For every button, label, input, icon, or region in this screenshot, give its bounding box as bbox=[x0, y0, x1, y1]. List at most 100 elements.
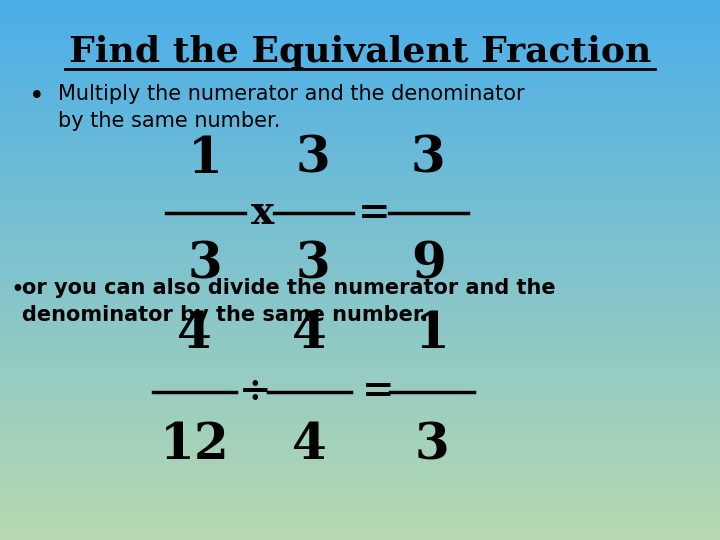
Bar bbox=[0, 364, 720, 367]
Bar bbox=[0, 432, 720, 435]
Text: Find the Equivalent Fraction: Find the Equivalent Fraction bbox=[69, 35, 651, 69]
Bar bbox=[0, 467, 720, 470]
Bar bbox=[0, 27, 720, 30]
Bar bbox=[0, 400, 720, 402]
Text: 9: 9 bbox=[411, 240, 446, 289]
Bar bbox=[0, 189, 720, 192]
Bar bbox=[0, 108, 720, 111]
Bar bbox=[0, 197, 720, 200]
Bar bbox=[0, 35, 720, 38]
Text: •: • bbox=[29, 84, 45, 110]
Bar bbox=[0, 70, 720, 73]
Bar bbox=[0, 451, 720, 454]
Bar bbox=[0, 470, 720, 472]
Bar bbox=[0, 338, 720, 340]
Bar bbox=[0, 494, 720, 497]
Bar bbox=[0, 521, 720, 524]
Bar bbox=[0, 94, 720, 97]
Text: by the same number.: by the same number. bbox=[58, 111, 280, 131]
Bar bbox=[0, 367, 720, 370]
Bar bbox=[0, 513, 720, 516]
Bar bbox=[0, 57, 720, 59]
Bar bbox=[0, 329, 720, 332]
Bar bbox=[0, 81, 720, 84]
Bar bbox=[0, 148, 720, 151]
Bar bbox=[0, 103, 720, 105]
Bar bbox=[0, 335, 720, 338]
Bar bbox=[0, 289, 720, 292]
Bar bbox=[0, 486, 720, 489]
Bar bbox=[0, 324, 720, 327]
Bar bbox=[0, 489, 720, 491]
Bar bbox=[0, 262, 720, 265]
Bar bbox=[0, 30, 720, 32]
Bar bbox=[0, 76, 720, 78]
Bar bbox=[0, 165, 720, 167]
Text: 3: 3 bbox=[296, 134, 330, 184]
Bar bbox=[0, 146, 720, 148]
Bar bbox=[0, 105, 720, 108]
Text: 3: 3 bbox=[188, 240, 222, 289]
Bar bbox=[0, 310, 720, 313]
Bar bbox=[0, 248, 720, 251]
Bar bbox=[0, 246, 720, 248]
Bar bbox=[0, 0, 720, 3]
Bar bbox=[0, 373, 720, 375]
Bar bbox=[0, 537, 720, 540]
Bar bbox=[0, 510, 720, 513]
Bar bbox=[0, 446, 720, 448]
Bar bbox=[0, 119, 720, 122]
Bar bbox=[0, 351, 720, 354]
Bar bbox=[0, 24, 720, 27]
Bar bbox=[0, 475, 720, 478]
Bar bbox=[0, 397, 720, 400]
Bar bbox=[0, 232, 720, 235]
Bar bbox=[0, 302, 720, 305]
Bar bbox=[0, 505, 720, 508]
Bar bbox=[0, 235, 720, 238]
Bar bbox=[0, 402, 720, 405]
Bar bbox=[0, 208, 720, 211]
Bar bbox=[0, 378, 720, 381]
Bar bbox=[0, 497, 720, 500]
Bar bbox=[0, 16, 720, 19]
Bar bbox=[0, 456, 720, 459]
Bar bbox=[0, 230, 720, 232]
Bar bbox=[0, 224, 720, 227]
Bar bbox=[0, 416, 720, 418]
Bar bbox=[0, 421, 720, 424]
Bar bbox=[0, 192, 720, 194]
Bar bbox=[0, 40, 720, 43]
Bar bbox=[0, 213, 720, 216]
Bar bbox=[0, 170, 720, 173]
Bar bbox=[0, 478, 720, 481]
Bar bbox=[0, 459, 720, 462]
Text: or you can also divide the numerator and the: or you can also divide the numerator and… bbox=[22, 278, 555, 298]
Bar bbox=[0, 259, 720, 262]
Bar bbox=[0, 346, 720, 348]
Text: =: = bbox=[361, 373, 395, 410]
Bar bbox=[0, 162, 720, 165]
Bar bbox=[0, 516, 720, 518]
Bar bbox=[0, 200, 720, 202]
Bar bbox=[0, 443, 720, 445]
Bar bbox=[0, 462, 720, 464]
Text: 1: 1 bbox=[188, 134, 222, 184]
Bar bbox=[0, 151, 720, 154]
Bar bbox=[0, 410, 720, 413]
Bar bbox=[0, 178, 720, 181]
Bar bbox=[0, 316, 720, 319]
Bar bbox=[0, 51, 720, 54]
Text: 3: 3 bbox=[296, 240, 330, 289]
Bar bbox=[0, 502, 720, 505]
Bar bbox=[0, 500, 720, 502]
Bar bbox=[0, 292, 720, 294]
Bar bbox=[0, 481, 720, 483]
Bar bbox=[0, 138, 720, 140]
Bar bbox=[0, 273, 720, 275]
Bar bbox=[0, 167, 720, 170]
Bar bbox=[0, 435, 720, 437]
Bar bbox=[0, 73, 720, 76]
Text: x: x bbox=[251, 194, 274, 232]
Bar bbox=[0, 184, 720, 186]
